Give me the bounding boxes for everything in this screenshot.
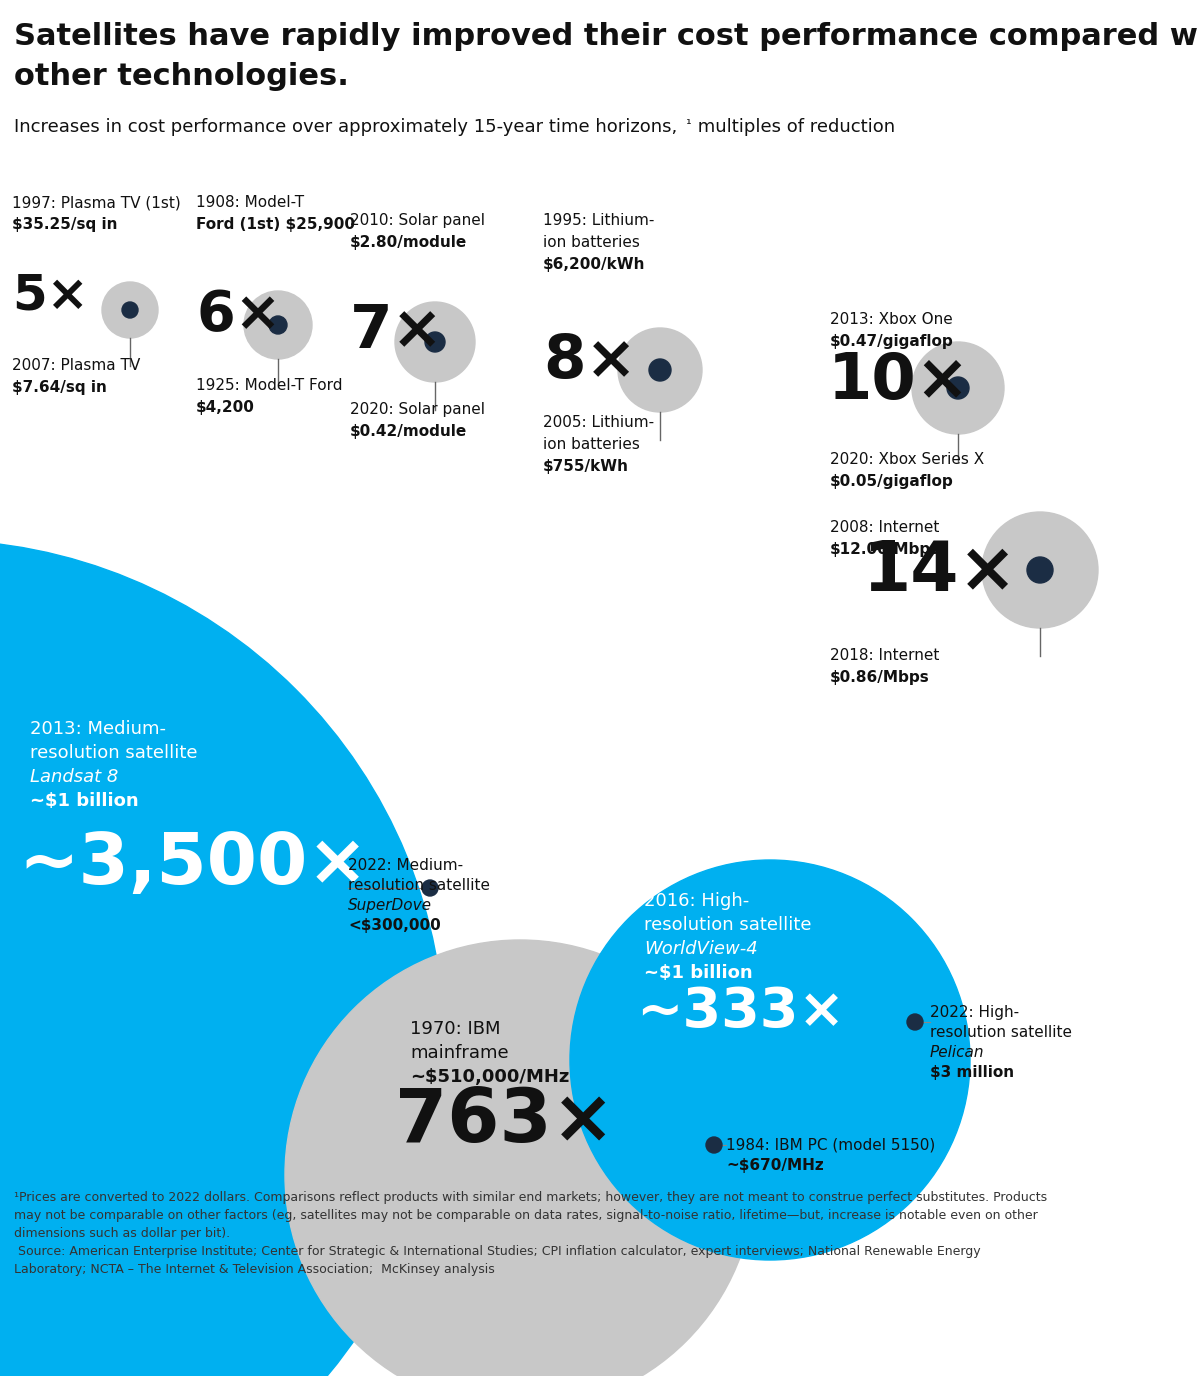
Text: ion batteries: ion batteries [542,438,640,451]
Text: 763×: 763× [395,1086,614,1159]
Text: other technologies.: other technologies. [14,62,349,91]
Text: $0.05/gigaflop: $0.05/gigaflop [830,473,954,488]
Text: 2022: Medium-: 2022: Medium- [348,859,463,872]
Text: ¹: ¹ [685,118,691,132]
Text: ~$510,000/MHz: ~$510,000/MHz [410,1068,569,1086]
Text: $3 million: $3 million [930,1065,1014,1080]
Circle shape [102,282,158,338]
Text: SuperDove: SuperDove [348,899,432,914]
Circle shape [618,327,702,411]
Text: Landsat 8: Landsat 8 [30,768,119,786]
Text: Pelican: Pelican [930,1044,984,1060]
Text: $2.80/module: $2.80/module [350,235,467,250]
Text: 2018: Internet: 2018: Internet [830,648,940,663]
Text: 2013: Medium-: 2013: Medium- [30,720,166,738]
Text: ~333×: ~333× [636,985,845,1039]
Text: ion batteries: ion batteries [542,235,640,250]
Circle shape [286,940,755,1376]
Text: WorldView-4: WorldView-4 [644,940,757,958]
Text: 2008: Internet: 2008: Internet [830,520,940,535]
Text: 1970: IBM: 1970: IBM [410,1020,500,1038]
Text: $35.25/sq in: $35.25/sq in [12,217,118,233]
Circle shape [912,343,1004,433]
Text: 2020: Solar panel: 2020: Solar panel [350,402,485,417]
Circle shape [0,539,445,1376]
Text: 2022: High-: 2022: High- [930,1004,1019,1020]
Circle shape [907,1014,923,1031]
Circle shape [1027,557,1054,583]
Text: 2020: Xbox Series X: 2020: Xbox Series X [830,451,984,466]
Circle shape [982,512,1098,627]
Text: multiples of reduction: multiples of reduction [692,118,895,136]
Text: ¹Prices are converted to 2022 dollars. Comparisons reflect products with similar: ¹Prices are converted to 2022 dollars. C… [14,1192,1048,1276]
Text: $12.00/Mbps: $12.00/Mbps [830,542,941,557]
Text: $6,200/kWh: $6,200/kWh [542,257,646,272]
Text: 2016: High-: 2016: High- [644,892,749,910]
Circle shape [244,290,312,359]
Text: 10×: 10× [828,350,971,411]
Circle shape [649,359,671,381]
Circle shape [395,301,475,383]
Circle shape [706,1137,722,1153]
Text: mainframe: mainframe [410,1044,509,1062]
Text: Satellites have rapidly improved their cost performance compared with many: Satellites have rapidly improved their c… [14,22,1200,51]
Text: 2010: Solar panel: 2010: Solar panel [350,213,485,228]
Text: 6×: 6× [196,288,281,343]
Text: 2005: Lithium-: 2005: Lithium- [542,416,654,429]
Text: ~$1 billion: ~$1 billion [644,965,752,982]
Text: <$300,000: <$300,000 [348,918,440,933]
Text: 1984: IBM PC (model 5150): 1984: IBM PC (model 5150) [726,1138,935,1153]
Text: Ford (1st) $25,900: Ford (1st) $25,900 [196,217,355,233]
Text: $7.64/sq in: $7.64/sq in [12,380,107,395]
Text: Increases in cost performance over approximately 15-year time horizons,: Increases in cost performance over appro… [14,118,677,136]
Circle shape [425,332,445,352]
Text: 7×: 7× [350,301,444,361]
Text: 1997: Plasma TV (1st): 1997: Plasma TV (1st) [12,195,181,211]
Text: $0.42/module: $0.42/module [350,424,467,439]
Text: 1908: Model-T: 1908: Model-T [196,195,304,211]
Text: $0.47/gigaflop: $0.47/gigaflop [830,334,954,350]
Circle shape [947,377,970,399]
Text: 1995: Lithium-: 1995: Lithium- [542,213,654,228]
Text: resolution satellite: resolution satellite [930,1025,1072,1040]
Text: 2013: Xbox One: 2013: Xbox One [830,312,953,327]
Text: ~3,500×: ~3,500× [18,830,368,899]
Text: resolution satellite: resolution satellite [348,878,490,893]
Circle shape [570,860,970,1260]
Circle shape [269,316,287,334]
Text: $755/kWh: $755/kWh [542,460,629,473]
Text: $0.86/Mbps: $0.86/Mbps [830,670,930,685]
Text: ~$670/MHz: ~$670/MHz [726,1159,823,1172]
Text: 14×: 14× [862,538,1016,605]
Circle shape [122,301,138,318]
Text: $4,200: $4,200 [196,400,254,416]
Text: 1925: Model-T Ford: 1925: Model-T Ford [196,378,342,394]
Text: 5×: 5× [12,272,89,321]
Text: ~$1 billion: ~$1 billion [30,793,139,810]
Text: resolution satellite: resolution satellite [644,916,811,934]
Text: resolution satellite: resolution satellite [30,744,198,762]
Text: 2007: Plasma TV: 2007: Plasma TV [12,358,140,373]
Circle shape [422,881,438,896]
Text: 8×: 8× [542,332,637,391]
